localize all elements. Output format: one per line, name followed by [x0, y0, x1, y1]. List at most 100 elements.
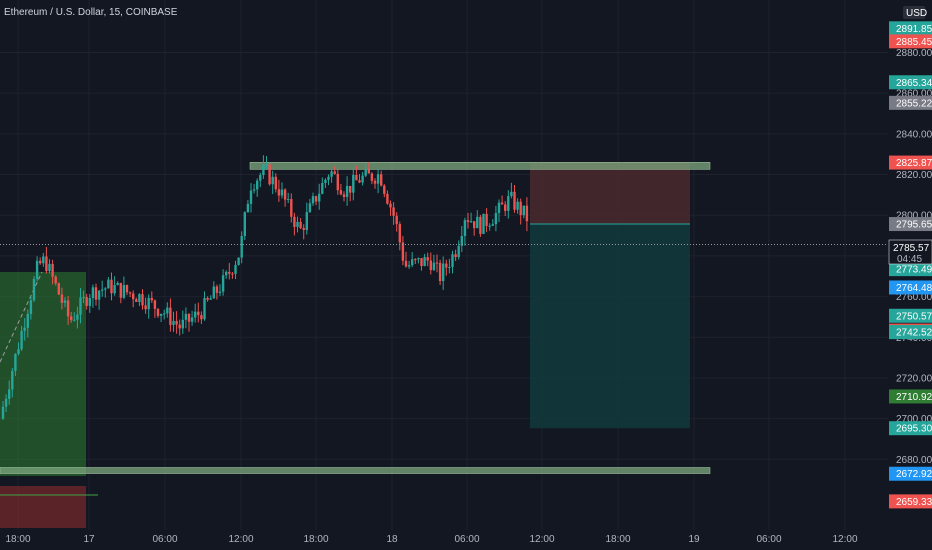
- candle-body: [380, 174, 383, 186]
- candle: [147, 294, 150, 319]
- candle: [262, 155, 265, 179]
- candle-body: [116, 282, 119, 286]
- drawing-objects[interactable]: [0, 162, 711, 528]
- candle-body: [187, 313, 191, 322]
- price-tag: [889, 34, 932, 49]
- candle-body: [128, 292, 132, 294]
- candle: [215, 284, 219, 300]
- candle: [383, 184, 386, 198]
- candle-body: [280, 189, 284, 196]
- candle-body: [169, 307, 172, 325]
- candle-body: [156, 308, 160, 316]
- candle-body: [355, 174, 358, 181]
- candle-body: [482, 213, 485, 234]
- candle: [60, 287, 64, 310]
- candle: [79, 288, 82, 324]
- candle-body: [290, 199, 293, 217]
- candle: [163, 309, 166, 320]
- candle: [376, 168, 380, 194]
- candle: [389, 200, 392, 216]
- candle-body: [23, 327, 26, 331]
- candle: [153, 299, 157, 318]
- price-tag-value: 2764.48: [896, 283, 932, 294]
- candle-body: [110, 279, 113, 294]
- candle-body: [194, 311, 197, 318]
- candle: [128, 291, 132, 298]
- candle: [150, 291, 153, 304]
- candle: [482, 213, 485, 235]
- candle: [265, 156, 268, 170]
- candle-body: [287, 199, 290, 201]
- price-tag: [889, 262, 932, 277]
- time-tick-label: 12:00: [529, 534, 554, 545]
- candle: [401, 236, 405, 266]
- candle-body: [125, 285, 129, 293]
- candle-body: [66, 300, 70, 317]
- candle-body: [383, 185, 386, 194]
- candle-body: [445, 263, 448, 268]
- candle: [8, 380, 11, 405]
- candle: [516, 198, 519, 214]
- candle: [497, 199, 501, 223]
- candle-body: [190, 317, 194, 322]
- candle-body: [4, 398, 8, 407]
- time-tick-label: 18: [386, 534, 398, 545]
- candle: [101, 280, 104, 297]
- candle: [308, 198, 312, 213]
- candle: [70, 311, 73, 323]
- candle-body: [79, 297, 82, 315]
- price-tag: [889, 280, 932, 295]
- candle: [327, 174, 330, 186]
- candle-body: [376, 174, 380, 184]
- candle: [234, 260, 237, 280]
- price-tag: [889, 466, 932, 481]
- candle-body: [435, 262, 439, 264]
- candle-body: [54, 276, 57, 284]
- candle-body: [246, 203, 250, 213]
- candle-body: [296, 221, 299, 227]
- candle-body: [339, 190, 343, 195]
- candle: [500, 195, 504, 205]
- candle-body: [268, 164, 271, 185]
- candle-body: [175, 320, 178, 325]
- long-position-trend-line: [0, 271, 43, 363]
- candle-body: [497, 202, 501, 214]
- candle: [448, 258, 451, 274]
- candle-body: [181, 319, 184, 329]
- candle-body: [516, 201, 519, 210]
- long-position-profit-box: [0, 272, 86, 476]
- candle: [159, 313, 163, 323]
- symbol-title[interactable]: Ethereum / U.S. Dollar, 15, COINBASE: [4, 7, 178, 18]
- time-axis[interactable]: [0, 530, 932, 550]
- currency-badge[interactable]: USD: [903, 6, 927, 19]
- candle: [438, 259, 442, 285]
- time-tick-label: 06:00: [756, 534, 781, 545]
- candle-body: [457, 245, 460, 258]
- candle: [57, 282, 60, 296]
- candle-body: [113, 285, 116, 294]
- candle: [42, 252, 45, 267]
- candle-body: [166, 307, 169, 314]
- price-tag: [889, 75, 932, 90]
- candle-body: [221, 275, 225, 292]
- candle: [122, 276, 126, 300]
- candle: [141, 289, 144, 310]
- candle-body: [504, 204, 507, 211]
- candle-body: [197, 311, 200, 316]
- short-take-profit-area: [530, 224, 690, 429]
- price-tag-value: 2773.49: [896, 265, 932, 276]
- candle-body: [448, 266, 451, 268]
- candle-body: [321, 182, 324, 194]
- candle-body: [367, 169, 370, 174]
- candle-body: [305, 212, 308, 231]
- candle-body: [476, 216, 479, 229]
- candle: [175, 311, 178, 334]
- candle: [324, 178, 327, 188]
- countdown-timer: 04:45: [897, 254, 922, 265]
- candle-body: [252, 189, 256, 191]
- candle: [228, 262, 231, 280]
- candle: [442, 256, 445, 290]
- candle: [367, 162, 370, 174]
- candle-body: [14, 353, 17, 371]
